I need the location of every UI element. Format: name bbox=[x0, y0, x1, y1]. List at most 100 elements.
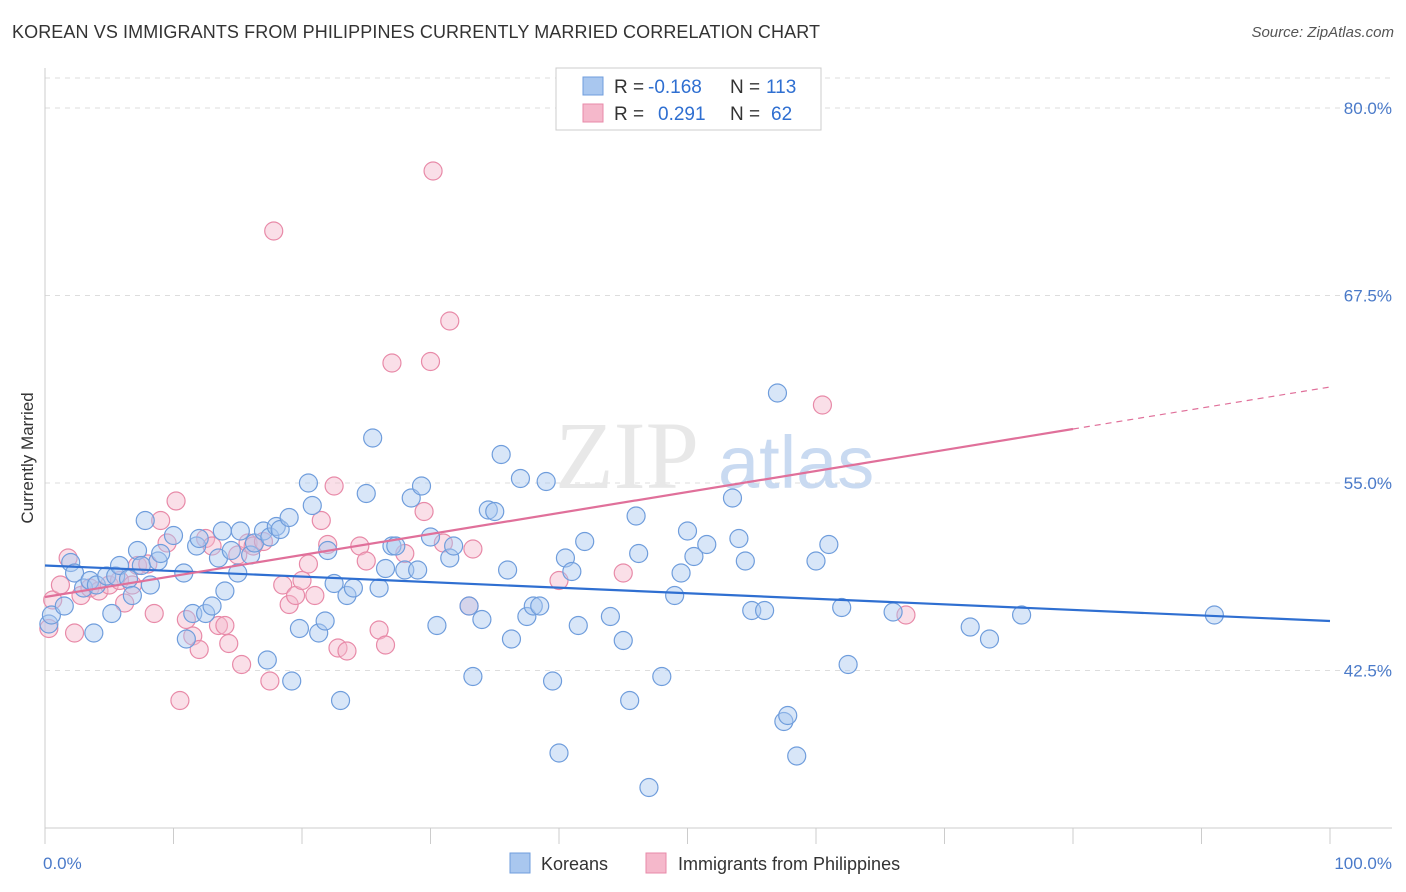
koreans-trend-line bbox=[44, 564, 1331, 623]
bottom-legend-koreans-label: Koreans bbox=[541, 854, 608, 874]
korean-point bbox=[315, 611, 335, 631]
korean-point bbox=[189, 528, 209, 549]
korean-point bbox=[536, 471, 556, 492]
korean-point bbox=[697, 534, 717, 555]
korean-point bbox=[684, 546, 704, 567]
korean-point bbox=[64, 563, 85, 583]
philippines-point bbox=[166, 491, 186, 511]
korean-point bbox=[369, 578, 389, 598]
korean-point bbox=[498, 560, 518, 580]
y-axis-title: Currently Married bbox=[18, 392, 37, 523]
philippines-point bbox=[292, 570, 312, 591]
korean-point bbox=[778, 705, 798, 726]
korean-point bbox=[196, 603, 216, 624]
y-tick-label: 55.0% bbox=[1344, 474, 1392, 493]
korean-point bbox=[444, 536, 464, 556]
korean-point bbox=[626, 506, 646, 526]
philippines-point bbox=[375, 635, 396, 655]
legend-r-label: R = bbox=[614, 77, 644, 98]
philippines-point bbox=[151, 510, 171, 531]
korean-point bbox=[472, 609, 492, 630]
philippines-point bbox=[337, 641, 357, 661]
philippines-point bbox=[260, 671, 280, 691]
trend-lines bbox=[44, 386, 1331, 623]
philippines-point bbox=[305, 585, 325, 606]
philippines-point bbox=[208, 615, 229, 636]
philippines-point bbox=[232, 654, 252, 675]
grid-lines bbox=[45, 77, 1392, 671]
korean-point bbox=[819, 534, 839, 555]
chart-source: Source: ZipAtlas.com bbox=[1251, 24, 1394, 41]
korean-point bbox=[257, 650, 277, 670]
philippines-point bbox=[215, 615, 235, 636]
korean-point bbox=[163, 525, 184, 546]
korean-point bbox=[187, 536, 207, 556]
korean-point bbox=[838, 654, 858, 675]
legend-n-value-koreans: 113 bbox=[766, 77, 796, 98]
korean-point bbox=[600, 606, 621, 627]
philippines-trend-extrapolation bbox=[1072, 386, 1331, 430]
korean-point bbox=[629, 543, 649, 564]
korean-point bbox=[176, 629, 196, 649]
philippines-point bbox=[414, 501, 434, 522]
korean-point bbox=[122, 585, 142, 606]
korean-point bbox=[979, 629, 1000, 649]
korean-point bbox=[337, 585, 357, 606]
philippines-point bbox=[170, 690, 190, 711]
philippines-point bbox=[264, 221, 284, 241]
philippines-point bbox=[50, 575, 71, 595]
korean-point bbox=[302, 495, 322, 516]
korean-point bbox=[722, 488, 743, 508]
chart-title: KOREAN VS IMMIGRANTS FROM PHILIPPINES CU… bbox=[12, 22, 821, 42]
korean-point bbox=[562, 561, 582, 582]
korean-point bbox=[960, 617, 980, 637]
korean-point bbox=[501, 629, 522, 649]
bottom-legend-philippines-label: Immigrants from Philippines bbox=[678, 854, 900, 874]
philippines-point bbox=[115, 593, 135, 613]
korean-point bbox=[806, 551, 826, 571]
korean-point bbox=[230, 521, 250, 541]
philippines-point bbox=[144, 603, 164, 624]
correlation-legend: R = -0.168 N = 113 R = 0.291 N = 62 bbox=[555, 67, 822, 131]
korean-point bbox=[787, 746, 807, 766]
korean-point bbox=[151, 543, 171, 564]
legend-r-label: R = bbox=[614, 104, 644, 125]
legend-philippines-swatch bbox=[582, 103, 604, 123]
watermark-atlas: atlas bbox=[718, 421, 874, 504]
korean-point bbox=[729, 528, 749, 549]
korean-point bbox=[135, 510, 155, 531]
watermark-zip: ZIP bbox=[555, 402, 699, 509]
legend-n-label: N = bbox=[730, 104, 760, 125]
x-tick-label: 0.0% bbox=[43, 854, 82, 873]
korean-point bbox=[639, 777, 659, 798]
philippines-trend-line bbox=[44, 427, 1074, 599]
y-tick-label: 42.5% bbox=[1344, 662, 1392, 681]
korean-point bbox=[542, 671, 563, 691]
korean-point bbox=[408, 560, 428, 580]
korean-point bbox=[523, 596, 543, 616]
korean-point bbox=[883, 602, 903, 622]
korean-point bbox=[478, 500, 498, 520]
korean-point bbox=[754, 600, 775, 621]
watermark: ZIP atlas bbox=[555, 402, 874, 509]
series-legend: Koreans Immigrants from Philippines bbox=[509, 852, 900, 874]
philippines-point bbox=[189, 639, 209, 660]
philippines-point bbox=[440, 311, 460, 331]
korean-point bbox=[575, 531, 595, 552]
korean-point bbox=[440, 548, 460, 568]
bottom-legend-philippines-swatch bbox=[645, 852, 667, 874]
korean-point bbox=[1011, 605, 1032, 625]
korean-point bbox=[491, 444, 511, 465]
korean-point bbox=[102, 603, 122, 624]
korean-point bbox=[212, 521, 232, 541]
legend-koreans-swatch bbox=[582, 76, 604, 96]
bottom-legend-koreans-swatch bbox=[509, 852, 531, 874]
korean-point bbox=[363, 428, 383, 448]
korean-point bbox=[613, 630, 633, 651]
legend-n-value-philippines: 62 bbox=[771, 104, 792, 125]
x-tick-labels: 0.0% 100.0% bbox=[43, 854, 1392, 873]
korean-point bbox=[260, 527, 280, 547]
korean-point bbox=[665, 585, 685, 606]
axes bbox=[44, 68, 1392, 844]
korean-point bbox=[832, 597, 852, 618]
